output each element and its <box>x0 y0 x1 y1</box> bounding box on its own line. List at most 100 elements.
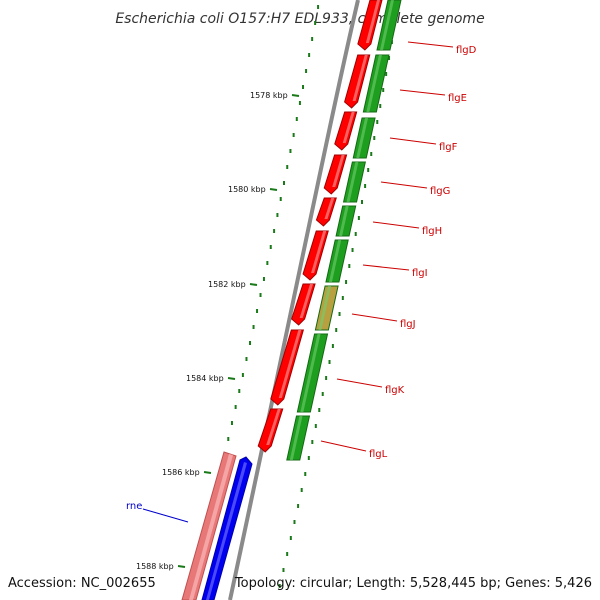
gene-leader-line <box>389 137 437 145</box>
reverse-gene-highlight <box>300 334 321 412</box>
outer-tick-dot <box>241 373 244 377</box>
gene-leader-line <box>142 508 189 523</box>
reverse-gene-highlight <box>289 416 303 460</box>
inner-tick-dot <box>338 312 341 316</box>
lower-features <box>181 451 253 600</box>
outer-tick-dot <box>286 165 289 169</box>
inner-tick-dot <box>379 104 382 108</box>
forward-strand-features <box>257 0 383 453</box>
outer-tick-dot <box>259 293 262 297</box>
inner-tick-dot <box>321 392 324 396</box>
forward-gene-arrow[interactable] <box>270 329 305 406</box>
inner-tick-dot <box>286 552 289 556</box>
forward-gene-highlight <box>299 284 314 318</box>
gene-label-flgH[interactable]: flgH <box>422 226 442 237</box>
map-title: Escherichia coli O157:H7 EDL933, complet… <box>115 11 484 27</box>
forward-gene-highlight <box>324 198 335 219</box>
inner-tick-dot <box>293 520 296 524</box>
gene-leader-line <box>380 181 428 189</box>
inner-tick-dot <box>328 360 331 364</box>
outer-tick-dot <box>269 245 272 249</box>
gene-label-rne[interactable]: rne <box>126 501 142 512</box>
inner-tick-dot <box>289 536 292 540</box>
outer-tick-dot <box>262 277 265 281</box>
gene-label-flgK[interactable]: flgK <box>385 385 405 396</box>
inner-tick-dot <box>307 456 310 460</box>
reverse-strand-features <box>286 0 402 461</box>
pink-feature-highlight <box>189 454 233 600</box>
outer-tick-dot <box>289 149 292 153</box>
inner-tick-dot <box>278 584 281 588</box>
outer-tick-dot <box>295 117 298 121</box>
major-tick-mark <box>227 377 236 380</box>
inner-tick-dot <box>348 264 351 268</box>
reverse-gene-highlight <box>356 118 369 158</box>
inner-tick-dot <box>354 232 357 236</box>
tick-label: 1584 kbp <box>186 374 224 383</box>
gene-leader-line <box>336 378 383 388</box>
tick-label: 1582 kbp <box>208 280 246 289</box>
gene-label-flgF[interactable]: flgF <box>439 142 458 153</box>
blue-feature-highlight <box>206 462 247 600</box>
gene-label-flgJ[interactable]: flgJ <box>400 319 416 330</box>
inner-tick-dot <box>335 328 338 332</box>
outer-tick-dot <box>252 325 255 329</box>
major-tick-mark <box>177 565 186 568</box>
forward-gene-arrow[interactable] <box>334 111 358 151</box>
gene-label-flgE[interactable]: flgE <box>448 93 467 104</box>
inner-tick-dot <box>367 168 370 172</box>
reverse-gene-highlight <box>318 286 332 330</box>
reverse-gene-highlight <box>366 55 382 112</box>
outer-tick-dot <box>282 181 285 185</box>
accession-text: Accession: NC_002655 <box>8 576 156 591</box>
reverse-gene-highlight <box>380 0 394 50</box>
tick-label: 1588 kbp <box>136 562 174 571</box>
reverse-gene-segment[interactable] <box>296 333 329 413</box>
reverse-gene-highlight <box>328 240 342 282</box>
forward-gene-arrow[interactable] <box>315 197 337 227</box>
gene-leader-line <box>320 440 367 452</box>
outer-tick-dot <box>276 213 279 217</box>
outer-tick-dot <box>266 261 269 265</box>
major-tick-mark <box>249 283 258 286</box>
tick-label: 1580 kbp <box>228 185 266 194</box>
forward-gene-arrow[interactable] <box>257 408 284 453</box>
inner-tick-dot <box>388 56 391 60</box>
gene-label-flgD[interactable]: flgD <box>456 45 477 56</box>
inner-tick-dot <box>297 504 300 508</box>
forward-gene-arrow[interactable] <box>323 154 348 195</box>
tick-label: 1578 kbp <box>250 91 288 100</box>
genome-summary-text: Topology: circular; Length: 5,528,445 bp… <box>234 576 592 591</box>
outer-tick-dot <box>245 357 248 361</box>
outer-tick-dot <box>302 85 305 89</box>
reverse-gene-highlight <box>339 206 349 236</box>
gene-leader-line <box>407 41 454 48</box>
inner-tick-dot <box>376 120 379 124</box>
forward-gene-highlight <box>352 55 368 101</box>
major-tick-mark <box>269 188 278 191</box>
inner-tick-dot <box>361 200 363 204</box>
gene-label-flgG[interactable]: flgG <box>430 186 450 197</box>
forward-gene-highlight <box>278 330 302 398</box>
gene-leader-line <box>372 221 420 229</box>
gene-labels: flgD flgE flgF flgG flgH flgI flgJ flgK flgL rne <box>126 41 477 523</box>
major-tick-mark <box>203 471 212 474</box>
outer-tick-dot <box>279 197 282 201</box>
outer-tick-dot <box>249 341 252 345</box>
tick-label: 1586 kbp <box>162 468 200 477</box>
outer-tick-dot <box>234 405 237 409</box>
inner-tick-dot <box>357 216 360 220</box>
gene-label-flgI[interactable]: flgI <box>412 268 428 279</box>
gene-leader-line <box>351 313 398 322</box>
inner-tick-dot <box>345 280 348 284</box>
outer-tick-dot <box>256 309 259 313</box>
forward-gene-highlight <box>365 0 380 43</box>
inner-tick-dot <box>382 88 385 92</box>
kbp-ticks: 1578 kbp 1580 kbp 1582 kbp 1584 kbp 1586 kbp… <box>136 91 300 571</box>
gene-label-flgL[interactable]: flgL <box>369 449 388 460</box>
inner-tick-dot <box>331 344 334 348</box>
inner-tick-dot <box>341 296 344 300</box>
outer-tick-dot <box>311 37 314 41</box>
